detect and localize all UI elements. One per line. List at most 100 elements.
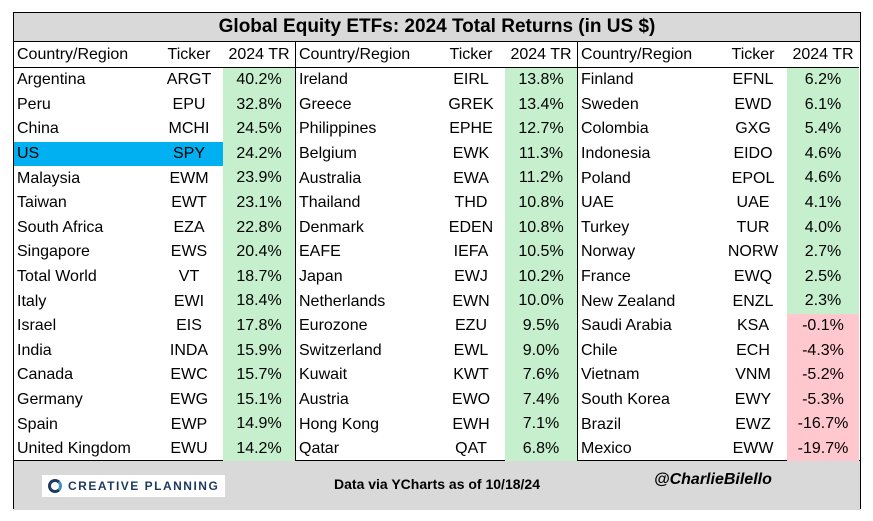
country-cell: South Africa [17,218,104,236]
total-return-cell: 14.2% [223,436,295,462]
total-return-cell: 6.8% [505,436,577,462]
ticker-cell: MCHI [168,120,210,138]
table-row: Italy EWI 18.4% [14,289,295,314]
country-cell: Poland [581,169,631,187]
ticker-cell: SPY [155,141,223,167]
table-panel-2: Country/Region Ticker 2024 TR Ireland EIRL 13… [296,42,578,462]
country-cell: Japan [299,268,343,286]
table-row: Switzerland EWL 9.0% [296,338,577,364]
total-return-cell: 15.1% [223,387,295,413]
table-panel-1: Country/Region Ticker 2024 TR Argentina ARGT… [14,42,296,462]
country-cell: Saudi Arabia [581,317,672,335]
total-return-cell: 22.8% [223,215,295,241]
total-return-cell: 5.4% [787,117,859,142]
total-return-cell: 2.7% [787,240,859,265]
table-row: Qatar QAT 6.8% [296,436,577,462]
total-return-cell: 14.9% [223,412,295,437]
table-row: Philippines EPHE 12.7% [296,117,577,142]
country-cell: UAE [581,194,614,212]
creative-planning-logo-icon [48,479,62,493]
ticker-cell: EPU [172,95,206,113]
ticker-cell: EWY [734,391,772,409]
total-return-cell: -5.3% [787,387,859,413]
country-cell: Total World [17,268,97,286]
country-cell: Germany [17,391,83,409]
table-row: Denmark EDEN 10.8% [296,215,577,241]
total-return-cell: 23.9% [223,166,295,191]
ticker-column-header: Ticker [731,45,775,63]
country-cell: Singapore [17,243,90,261]
table-header-row: Country/Region Ticker 2024 TR [578,42,859,68]
ticker-cell: VNM [735,366,771,384]
total-return-cell: 17.8% [223,313,295,339]
table-row: China MCHI 24.5% [14,117,295,142]
country-cell: Hong Kong [299,415,380,433]
country-cell: Qatar [299,440,340,458]
country-cell: US [14,141,155,167]
total-return-cell: 4.0% [787,215,859,241]
country-cell: South Korea [581,391,670,409]
total-return-cell: 2.3% [787,289,859,314]
ticker-cell: EIS [176,317,202,335]
ticker-cell: EWL [453,341,489,359]
table-row: India INDA 15.9% [14,338,295,364]
ticker-cell: EWG [169,391,209,409]
table-row: Peru EPU 32.8% [14,92,295,118]
total-return-cell: 20.4% [223,240,295,265]
ticker-cell: EWD [734,95,772,113]
total-return-cell: 10.8% [505,215,577,241]
table-row: Thailand THD 10.8% [296,190,577,216]
total-return-cell: 6.2% [787,68,859,93]
total-return-column-header: 2024 TR [510,46,572,63]
country-cell: Chile [581,341,618,359]
ticker-cell: INDA [169,341,209,359]
ticker-cell: EWQ [733,268,773,286]
country-cell: Argentina [17,71,86,89]
country-column-header: Country/Region [299,45,411,63]
total-return-cell: 18.7% [223,264,295,290]
ticker-cell: EWP [170,415,208,433]
total-return-cell: 4.6% [787,166,859,191]
country-cell: Vietnam [581,366,640,384]
country-cell: Philippines [299,120,377,138]
country-cell: Spain [17,415,58,433]
table-row: Saudi Arabia KSA -0.1% [578,313,859,339]
ticker-cell: EWO [451,391,491,409]
table-row: US SPY 24.2% [14,141,295,167]
table-row: Ireland EIRL 13.8% [296,68,577,93]
total-return-cell: 10.0% [505,289,577,314]
total-return-cell: 9.5% [505,313,577,339]
total-return-cell: 13.4% [505,92,577,118]
table-row: EAFE IEFA 10.5% [296,240,577,265]
country-cell: Austria [299,391,349,409]
total-return-cell: -16.7% [787,412,859,437]
country-cell: Greece [299,95,352,113]
ticker-cell: EWZ [735,415,771,433]
total-return-cell: 6.1% [787,92,859,118]
country-cell: Finland [581,71,634,89]
table-frame: Global Equity ETFs: 2024 Total Returns (… [13,12,861,510]
table-row: New Zealand ENZL 2.3% [578,289,859,314]
total-return-cell: 7.6% [505,363,577,388]
table-row: Turkey TUR 4.0% [578,215,859,241]
total-return-cell: 15.7% [223,363,295,388]
ticker-cell: THD [454,194,488,212]
ticker-cell: EWT [171,194,207,212]
country-cell: Kuwait [299,366,348,384]
total-return-cell: 10.8% [505,190,577,216]
ticker-cell: EIDO [733,145,773,163]
total-return-cell: -0.1% [787,313,859,339]
table-row: Poland EPOL 4.6% [578,166,859,191]
ticker-cell: ARGT [166,71,212,89]
ticker-cell: GREK [448,95,494,113]
data-source-note: Data via YCharts as of 10/18/24 [334,476,540,492]
country-cell: Norway [581,243,636,261]
ticker-cell: EWW [732,440,774,458]
country-cell: Ireland [299,71,348,89]
country-cell: Peru [17,95,51,113]
chart-title: Global Equity ETFs: 2024 Total Returns (… [14,13,860,42]
total-return-column-header: 2024 TR [792,46,854,63]
ticker-cell: NORW [727,243,779,261]
logo-text: CREATIVE PLANNING [68,479,220,493]
ticker-cell: EWJ [454,268,488,286]
